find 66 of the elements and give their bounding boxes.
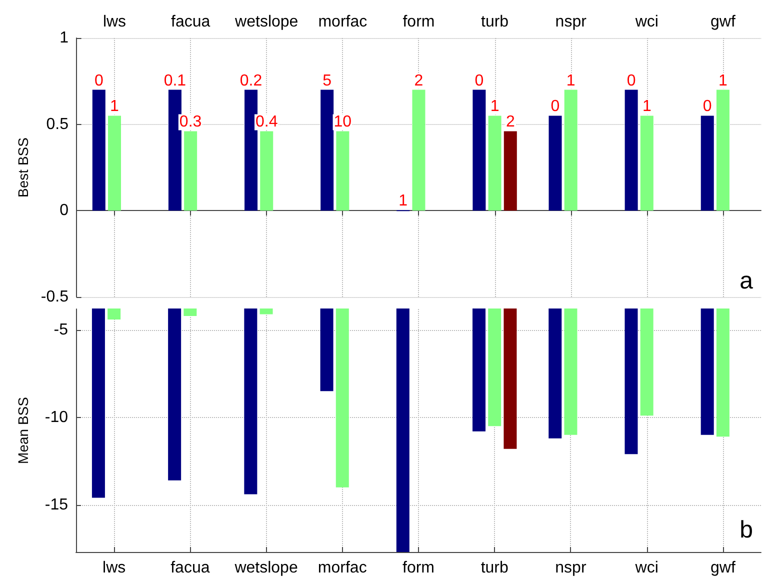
x-tick-label: morfac [318, 14, 368, 30]
annotation: 0 [550, 98, 560, 116]
bar [108, 116, 121, 211]
bar [336, 131, 350, 211]
annotation: 1 [566, 72, 576, 90]
x-tick-label: facua [170, 560, 210, 576]
y-tick-label: -5 [54, 321, 68, 338]
bar [472, 90, 486, 211]
bar [92, 90, 106, 211]
x-tick-label: nspr [555, 560, 587, 576]
bar [184, 131, 198, 211]
annotation: 0.3 [179, 114, 202, 131]
annotation: 1 [642, 98, 652, 116]
x-tick-label: wetslope [234, 14, 298, 30]
annotation: 2 [506, 114, 515, 131]
x-tick-label: turb [481, 14, 509, 30]
x-tick-label: gwf [710, 14, 736, 30]
x-tick-label: nspr [555, 14, 588, 30]
bar [168, 90, 182, 211]
bar [488, 116, 502, 211]
bar [504, 131, 517, 211]
annotation: 0 [702, 98, 712, 116]
y-tick-label: -15 [44, 496, 68, 514]
annotation: 1 [490, 98, 500, 116]
annotation: 0 [94, 72, 104, 90]
annotation: a [740, 268, 754, 294]
annotation: 1 [398, 192, 408, 210]
annotation: 10 [334, 114, 352, 131]
x-tick-label: wci [634, 560, 658, 576]
x-tick-label: form [402, 14, 435, 30]
bar [412, 90, 426, 211]
y-axis-title: Best BSS [15, 138, 31, 198]
y-tick-label: 0 [60, 202, 69, 220]
annotation: 1 [718, 72, 728, 90]
x-tick-label: morfac [318, 560, 367, 576]
y-tick-label: 1 [60, 30, 69, 46]
x-tick-label: gwf [710, 560, 736, 576]
x-tick-label: wci [634, 14, 658, 30]
bar [320, 90, 334, 211]
y-axis-title: Mean BSS [15, 397, 31, 464]
bar [640, 116, 654, 211]
annotation: 0 [474, 72, 484, 90]
bar [624, 90, 638, 211]
annotation: 5 [322, 72, 332, 90]
bar [700, 116, 714, 211]
bar [548, 116, 562, 211]
y-tick-label: -0.5 [40, 288, 69, 306]
annotation: b [740, 516, 754, 544]
annotation: 0 [626, 72, 636, 90]
bar [260, 131, 274, 211]
y-tick-label: -10 [44, 408, 68, 426]
x-tick-label: facua [170, 14, 210, 30]
x-tick-label: form [402, 560, 434, 576]
annotation: 0.4 [255, 114, 278, 131]
annotation: 0.2 [240, 72, 262, 90]
x-tick-label: turb [480, 560, 508, 576]
bar [244, 90, 258, 211]
x-tick-label: wetslope [234, 560, 298, 576]
bar [716, 90, 730, 211]
x-tick-label: lws [102, 14, 126, 30]
annotation: 2 [414, 72, 424, 90]
y-tick-label: 0.5 [46, 116, 69, 133]
annotation: 0.1 [164, 72, 186, 90]
annotation: 1 [110, 98, 120, 116]
bar [564, 90, 578, 211]
x-tick-label: lws [102, 560, 126, 576]
